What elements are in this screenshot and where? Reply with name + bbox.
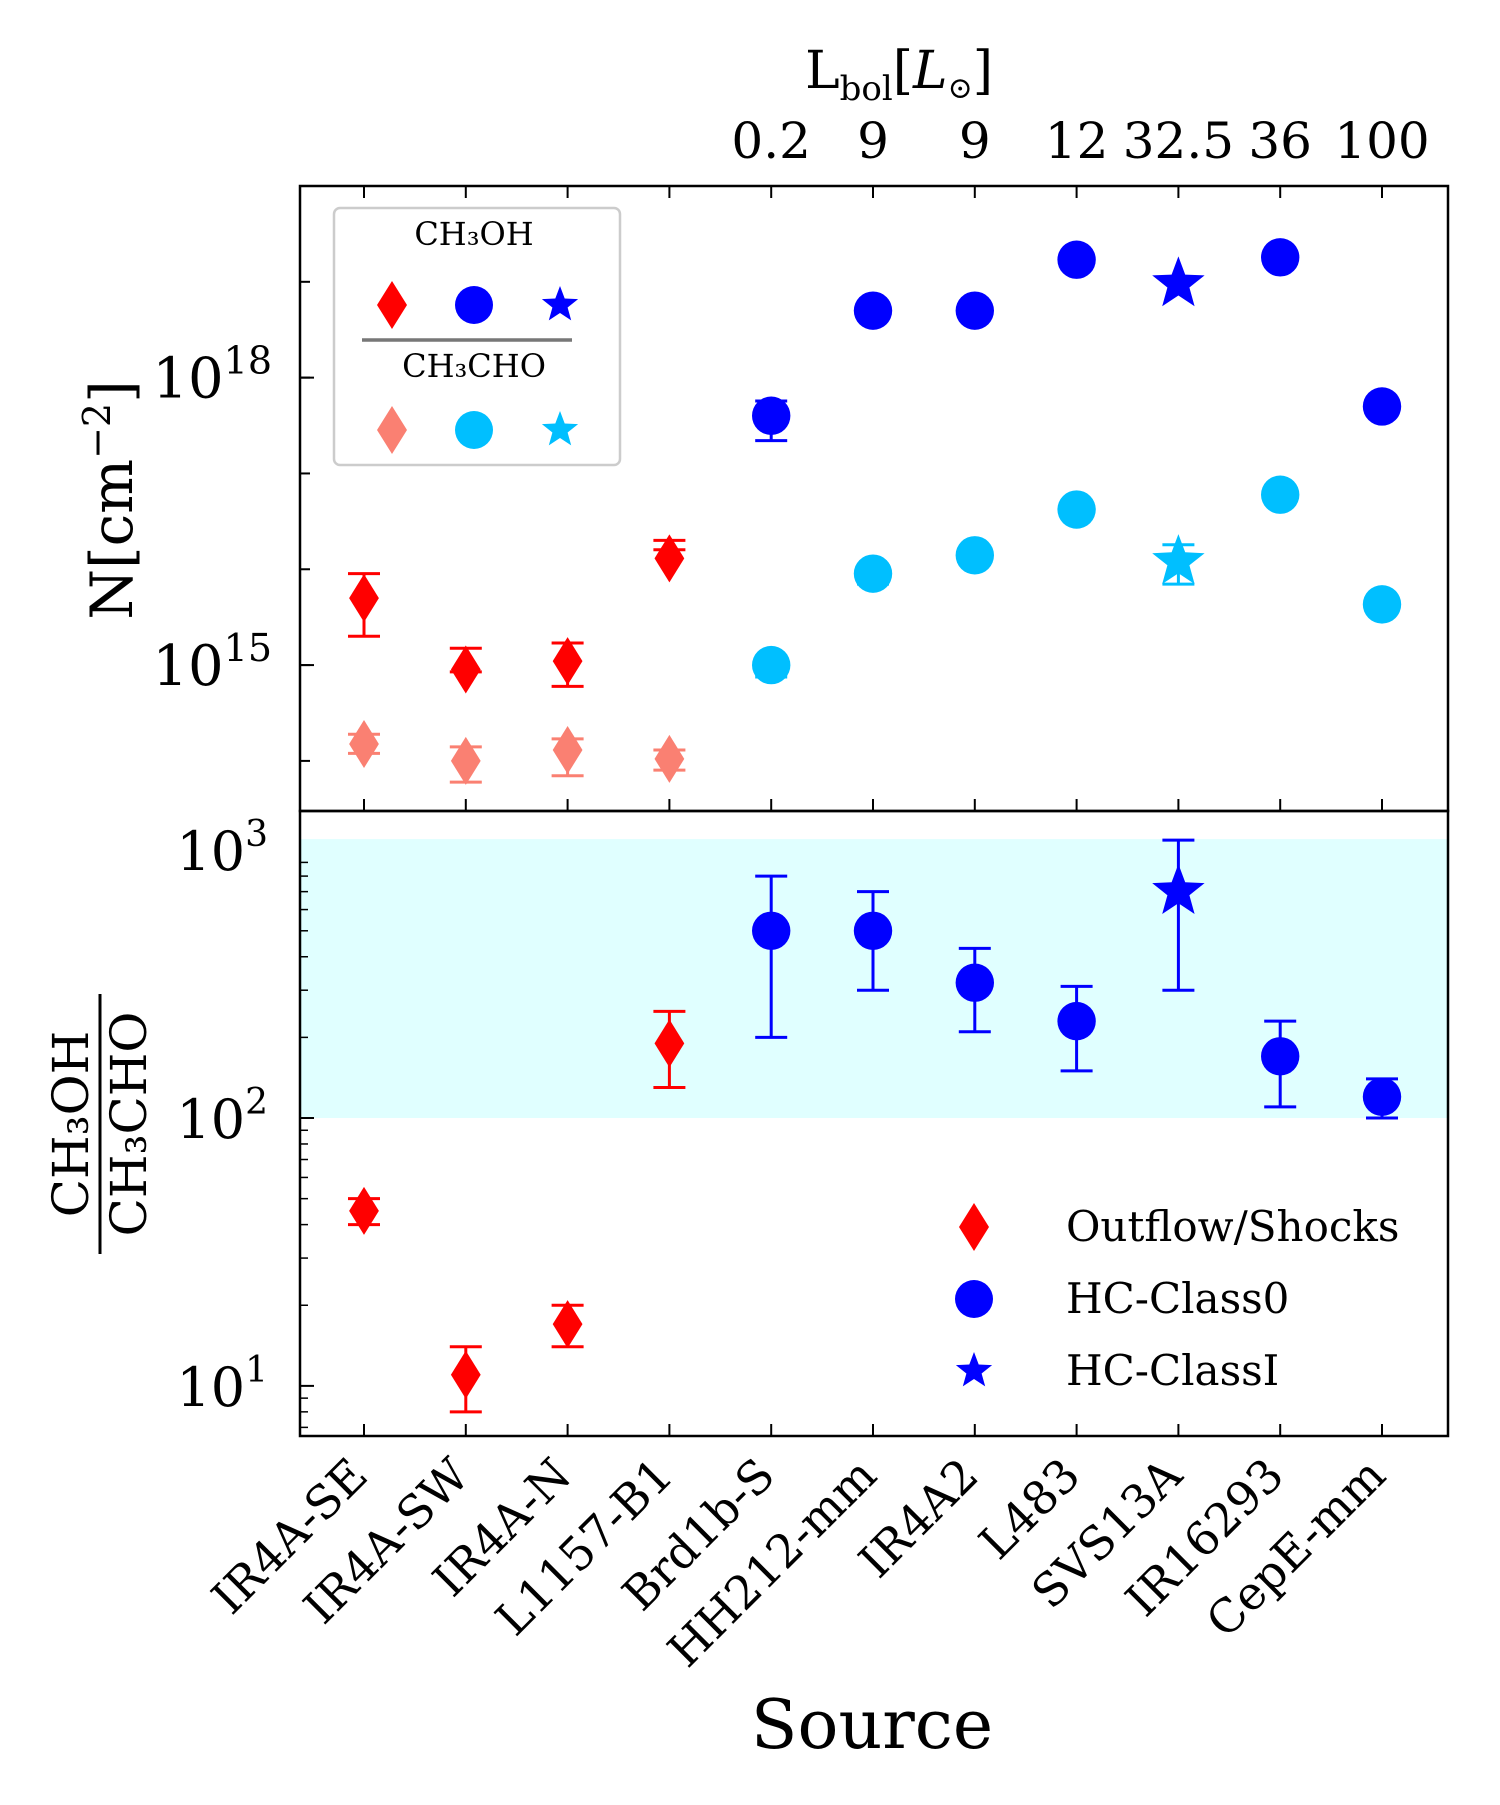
data-point [349, 720, 379, 769]
legend-marker [541, 286, 579, 321]
legend-marker [455, 411, 493, 449]
top-axis-tick-label: 32.5 [1123, 112, 1234, 170]
top-axis-tick-label: 100 [1334, 112, 1429, 170]
y-tick-label: 101 [176, 1350, 268, 1419]
legend-label: HC-ClassI [1066, 1346, 1279, 1395]
data-point [654, 1019, 685, 1068]
legend-label: HC-Class0 [1066, 1274, 1289, 1323]
data-point [955, 963, 994, 1002]
data-point [955, 536, 994, 575]
data-point [1261, 475, 1300, 514]
data-point [853, 554, 893, 593]
data-point [1152, 534, 1205, 584]
data-point [349, 1186, 379, 1235]
legend-title-ch3cho: CH₃CHO [402, 347, 546, 385]
top-axis-tick-label: 36 [1248, 112, 1312, 170]
data-point [450, 736, 481, 785]
data-point [552, 725, 583, 774]
y-tick-label: 1015 [152, 626, 272, 699]
top-axis-tick-label: 12 [1045, 112, 1109, 170]
axis-ticks [300, 186, 1383, 1436]
data-point [752, 645, 791, 685]
svg-text:Lbol[L⊙]: Lbol[L⊙] [805, 41, 993, 109]
data-point [853, 291, 893, 330]
data-point [1057, 490, 1096, 529]
data-point [752, 911, 791, 950]
y-tick-labels: 1015 1018 101 102 103 [152, 339, 272, 1419]
y-tick-label: 102 [176, 1082, 268, 1151]
legend-marker [959, 1203, 989, 1251]
legend-marker [377, 406, 407, 454]
legend-marker [955, 1280, 993, 1318]
top-axis-tick-label: 9 [959, 112, 991, 170]
legend-top: CH₃OH CH₃CHO [332, 206, 622, 467]
data-point [349, 574, 379, 623]
legend-marker [377, 281, 407, 329]
legend-marker [541, 411, 579, 446]
data-point [552, 1300, 583, 1349]
data-point [552, 637, 583, 686]
top-y-axis-label: N[cm−2] [75, 380, 146, 620]
legend-marker [455, 286, 493, 324]
data-point [1152, 864, 1205, 914]
data-point [752, 396, 791, 435]
legend-bottom: Outflow/Shocks HC-Class0 HC-ClassI [955, 1202, 1399, 1395]
data-point [450, 645, 481, 694]
data-point [1057, 1001, 1096, 1041]
bottom-y-axis-label: CH₃OH CH₃CHO [42, 994, 158, 1254]
y-tick-label: 1018 [152, 339, 272, 412]
svg-text:CH₃CHO: CH₃CHO [100, 1012, 158, 1237]
top-axis-tick-label: 0.2 [731, 112, 811, 170]
data-point [654, 534, 685, 583]
legend-marker [955, 1352, 993, 1387]
x-axis-label: Source [751, 1686, 993, 1765]
data-point [1362, 1077, 1402, 1117]
y-tick-label: 103 [176, 814, 268, 883]
data-point [1362, 585, 1402, 624]
top-axis-label: Lbol[L⊙] [805, 41, 993, 109]
svg-text:CH₃OH: CH₃OH [42, 1031, 100, 1218]
data-point [654, 734, 685, 783]
top-axis-tick-label: 9 [857, 112, 889, 170]
data-point [955, 291, 994, 330]
data-point [853, 911, 893, 950]
top-axis-ticks: 0.2 9 9 12 32.5 36 100 [731, 112, 1429, 170]
data-marks [348, 238, 1402, 1414]
data-point [1152, 256, 1205, 307]
data-point [450, 1350, 481, 1399]
legend-title-ch3oh: CH₃OH [414, 215, 533, 253]
data-point [1261, 238, 1300, 277]
data-point [1362, 387, 1402, 426]
x-tick-labels: IR4A-SEIR4A-SWIR4A-NL1157-B1Brd1b-SHH212… [201, 1447, 1396, 1677]
legend-label: Outflow/Shocks [1066, 1202, 1399, 1251]
data-point [1057, 240, 1096, 279]
data-point [1261, 1037, 1300, 1076]
